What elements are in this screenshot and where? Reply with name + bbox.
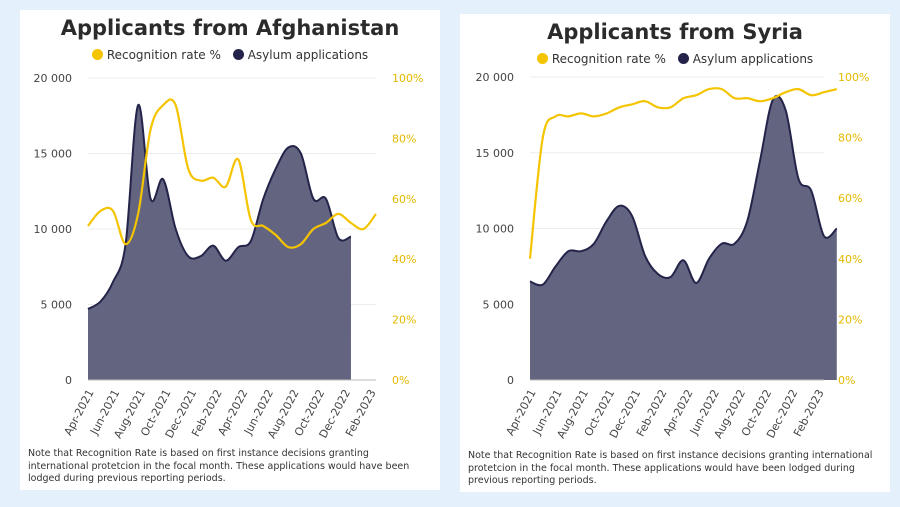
chart-panel-afghanistan: Applicants from Afghanistan Recognition … — [20, 10, 440, 490]
chart-title: Applicants from Afghanistan — [60, 16, 400, 40]
chart-title: Applicants from Syria — [547, 20, 803, 44]
y-left-tick-label: 10 000 — [34, 223, 73, 236]
y-right-tick-label: 80% — [838, 132, 862, 145]
legend-label-recognition: Recognition rate % — [106, 48, 221, 62]
chart-plot-syria: 0 5 000 10 000 15 000 20 000 0% 20% 40% 60% 80% 10… — [476, 71, 870, 441]
legend-item-applications[interactable]: Asylum applications — [232, 48, 369, 62]
y-left-tick-label: 0 — [65, 374, 72, 387]
y-left-tick-label: 5 000 — [483, 298, 515, 311]
y-right-tick-label: 100% — [838, 71, 869, 84]
y-left-tick-label: 20 000 — [476, 71, 515, 84]
recognition-line — [87, 98, 377, 249]
y-right-tick-label: 20% — [838, 313, 862, 326]
legend-dot-icon — [232, 49, 244, 60]
chart-panel-syria: Applicants from Syria Recognition rate %… — [460, 14, 890, 492]
y-right-tick-label: 60% — [392, 193, 416, 206]
applications-line — [529, 94, 838, 287]
legend-item-recognition[interactable]: Recognition rate % — [91, 48, 221, 62]
y-left-tick-label: 5 000 — [41, 299, 73, 312]
applications-line — [87, 104, 352, 310]
y-right-tick-label: 0% — [392, 374, 409, 387]
y-right-tick-label: 40% — [838, 253, 862, 266]
legend-label-applications: Asylum applications — [692, 52, 814, 66]
y-left-tick-label: 15 000 — [34, 148, 73, 161]
y-right-tick-label: 100% — [392, 72, 423, 85]
legend-label-recognition: Recognition rate % — [551, 52, 666, 66]
chart-legend: Recognition rate % Asylum applications — [20, 48, 440, 62]
y-right-tick-label: 20% — [392, 314, 416, 327]
chart-note: Note that Recognition Rate is based on f… — [468, 450, 873, 486]
applications-area — [530, 95, 837, 381]
legend-label-applications: Asylum applications — [247, 48, 369, 62]
chart-legend: Recognition rate % Asylum applications — [460, 52, 890, 66]
y-left-tick-label: 10 000 — [476, 223, 515, 236]
legend-item-applications[interactable]: Asylum applications — [677, 52, 814, 66]
applications-area — [88, 104, 351, 380]
y-right-tick-label: 80% — [392, 132, 416, 145]
y-left-tick-label: 0 — [507, 374, 514, 387]
chart-plot-afghanistan: 0 5 000 10 000 15 000 20 000 0% 20% 40% 60% 80% 10… — [34, 72, 424, 441]
legend-dot-icon — [677, 53, 689, 64]
y-left-tick-label: 20 000 — [34, 72, 73, 85]
y-right-tick-label: 0% — [838, 374, 855, 387]
y-right-tick-label: 40% — [392, 253, 416, 266]
legend-dot-icon — [536, 53, 548, 64]
y-left-tick-label: 15 000 — [476, 147, 515, 160]
legend-dot-icon — [91, 49, 103, 60]
recognition-line — [528, 87, 838, 259]
y-right-tick-label: 60% — [838, 192, 862, 205]
legend-item-recognition[interactable]: Recognition rate % — [536, 52, 666, 66]
chart-note: Note that Recognition Rate is based on f… — [28, 448, 410, 484]
